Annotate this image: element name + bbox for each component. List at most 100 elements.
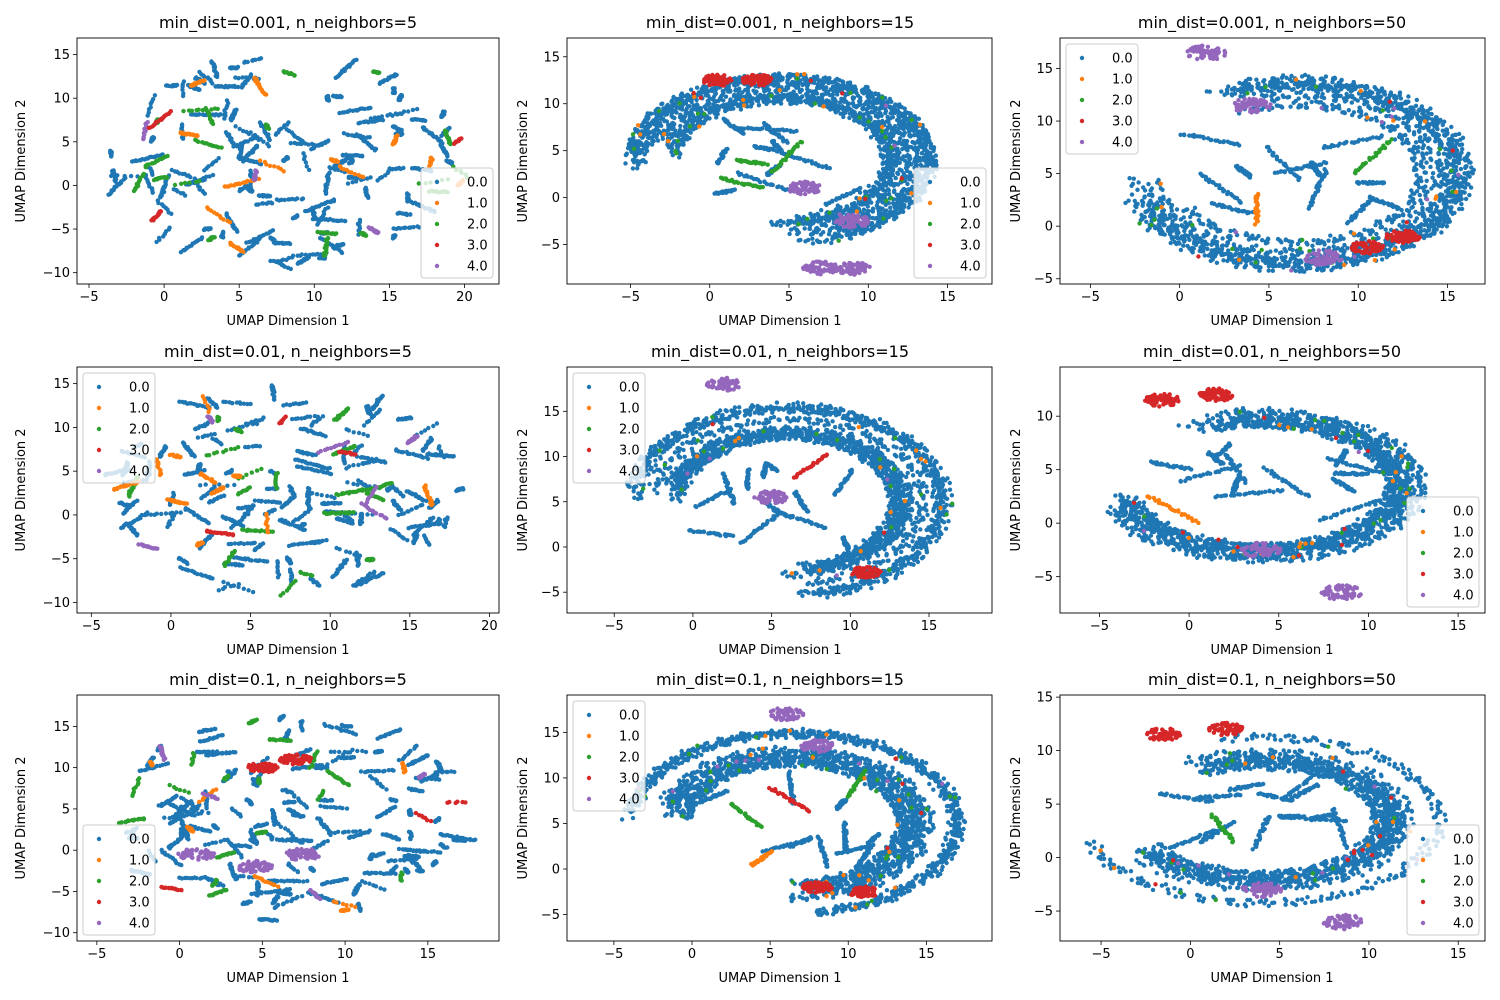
data-point bbox=[205, 75, 211, 80]
data-point bbox=[740, 90, 745, 95]
data-point bbox=[861, 121, 866, 127]
data-point bbox=[895, 171, 901, 177]
data-point bbox=[148, 105, 153, 110]
x-tick-label: 0 bbox=[160, 290, 168, 305]
data-point bbox=[673, 103, 678, 109]
data-point bbox=[654, 118, 660, 123]
legend-label: 4.0 bbox=[960, 260, 981, 275]
data-point bbox=[870, 129, 875, 134]
data-point bbox=[202, 78, 207, 83]
data-point bbox=[918, 162, 923, 168]
data-point bbox=[906, 205, 911, 210]
data-point bbox=[211, 210, 217, 215]
data-point bbox=[745, 125, 751, 130]
data-point bbox=[907, 196, 912, 201]
data-point bbox=[799, 140, 805, 145]
data-point bbox=[854, 105, 859, 110]
data-point bbox=[141, 171, 146, 177]
data-point bbox=[282, 197, 287, 203]
data-point bbox=[352, 172, 357, 177]
legend: 0.01.02.03.04.0 bbox=[913, 167, 987, 279]
data-point bbox=[161, 190, 166, 195]
data-point bbox=[776, 93, 781, 98]
data-point bbox=[636, 139, 642, 144]
data-point bbox=[879, 129, 885, 134]
data-point bbox=[697, 124, 702, 129]
x-axis-label: UMAP Dimension 1 bbox=[1210, 314, 1333, 329]
data-point bbox=[910, 125, 915, 131]
data-point bbox=[874, 136, 880, 141]
data-point bbox=[341, 131, 347, 136]
data-point bbox=[847, 191, 853, 196]
data-point bbox=[675, 138, 680, 144]
data-point bbox=[368, 105, 373, 111]
data-point bbox=[155, 198, 160, 203]
data-point bbox=[867, 189, 873, 194]
data-point bbox=[723, 94, 729, 99]
data-point bbox=[380, 118, 386, 123]
data-point bbox=[819, 208, 824, 213]
data-point bbox=[111, 168, 116, 173]
data-point bbox=[897, 139, 902, 144]
data-point bbox=[897, 167, 902, 172]
data-point bbox=[770, 222, 775, 227]
data-point bbox=[715, 81, 720, 86]
data-point bbox=[735, 170, 741, 175]
data-point bbox=[197, 178, 202, 184]
data-point bbox=[897, 136, 903, 141]
data-point bbox=[896, 118, 901, 123]
subplot-title: min_dist=0.001, n_neighbors=15 bbox=[646, 13, 914, 33]
data-point bbox=[666, 138, 671, 144]
data-point bbox=[169, 167, 174, 173]
data-point bbox=[1288, 104, 1293, 109]
data-point bbox=[279, 197, 284, 202]
data-point bbox=[182, 180, 188, 186]
data-point bbox=[850, 269, 855, 274]
data-point bbox=[771, 101, 777, 106]
data-point bbox=[852, 113, 857, 119]
data-point bbox=[845, 106, 850, 111]
data-point bbox=[758, 92, 763, 98]
data-point bbox=[368, 175, 373, 180]
data-point bbox=[791, 89, 796, 94]
data-point bbox=[215, 106, 220, 112]
data-point bbox=[290, 253, 296, 258]
legend-marker bbox=[927, 221, 933, 227]
data-point bbox=[825, 89, 831, 95]
data-point bbox=[840, 193, 845, 198]
data-point bbox=[831, 100, 837, 106]
data-point bbox=[637, 142, 642, 147]
data-point bbox=[778, 223, 783, 228]
data-point bbox=[244, 129, 249, 135]
data-point bbox=[844, 204, 849, 209]
data-point bbox=[409, 117, 415, 122]
axes-frame bbox=[76, 37, 500, 285]
data-point bbox=[269, 201, 275, 206]
data-point bbox=[917, 122, 923, 127]
data-point bbox=[893, 201, 898, 207]
data-point bbox=[869, 226, 874, 232]
data-point bbox=[905, 181, 910, 187]
data-point bbox=[889, 107, 894, 112]
data-point bbox=[808, 232, 814, 237]
data-point bbox=[395, 133, 400, 138]
legend-marker bbox=[927, 263, 933, 269]
data-point bbox=[254, 134, 259, 140]
data-point bbox=[896, 104, 902, 110]
data-point bbox=[827, 227, 833, 232]
data-point bbox=[829, 240, 834, 246]
data-point bbox=[271, 240, 277, 245]
data-point bbox=[241, 128, 246, 134]
data-point bbox=[406, 109, 411, 114]
data-point bbox=[395, 112, 400, 117]
data-point bbox=[800, 180, 805, 186]
data-point bbox=[628, 147, 633, 152]
data-point bbox=[657, 120, 663, 126]
data-point bbox=[789, 219, 794, 224]
data-point bbox=[678, 151, 683, 157]
data-point bbox=[879, 113, 884, 119]
subplot-title: min_dist=0.001, n_neighbors=50 bbox=[1138, 13, 1406, 33]
data-point bbox=[691, 90, 696, 96]
data-point bbox=[880, 95, 885, 100]
data-point bbox=[631, 146, 637, 151]
